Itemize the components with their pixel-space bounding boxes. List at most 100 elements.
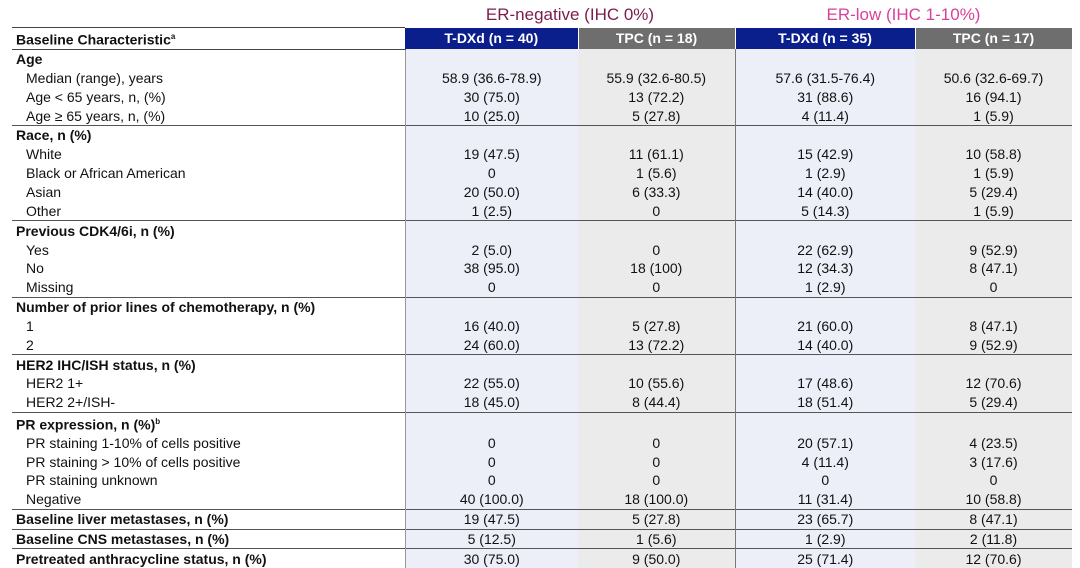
tpc-er-low-cell: 10 (58.8)	[915, 144, 1072, 164]
tdxd-er-negative-cell: 1 (2.5)	[404, 201, 578, 221]
table-row: Other 1 (2.5) 0 5 (14.3) 1 (5.9)	[12, 201, 1072, 221]
tpc-er-low-cell: 3 (17.6)	[915, 452, 1072, 472]
baseline-characteristics-table: Baseline Characteristica T-DXd (n = 40) …	[12, 27, 1073, 568]
tpc-er-negative-cell: 13 (72.2)	[578, 335, 735, 355]
tpc-er-low-cell	[915, 296, 1072, 317]
row-label-text: HER2 1+	[26, 375, 84, 392]
tdxd-er-negative-cell: 5 (12.5)	[404, 528, 578, 549]
tpc-er-low-cell: 4 (23.5)	[915, 433, 1072, 453]
tpc-er-low-cell: 8 (47.1)	[915, 316, 1072, 336]
tdxd-er-negative-cell: 22 (55.0)	[404, 374, 578, 393]
row-label-text: PR staining > 10% of cells positive	[26, 453, 241, 470]
table-row: Age < 65 years, n, (%) 30 (75.0) 13 (72.2)…	[12, 87, 1072, 107]
row-label: Negative	[12, 490, 405, 509]
tdxd-er-low-cell	[734, 125, 915, 145]
tpc-er-negative-cell	[578, 220, 735, 241]
row-label: Previous CDK4/6i, n (%)	[12, 220, 405, 241]
tpc-er-low-cell: 12 (70.6)	[915, 548, 1072, 568]
tpc-er-negative-cell: 0	[578, 277, 735, 298]
row-label: Number of prior lines of chemotherapy, n…	[12, 296, 405, 317]
row-label: Age < 65 years, n, (%)	[12, 87, 405, 106]
row-label-text: HER2 IHC/ISH status, n (%)	[16, 356, 196, 373]
tpc-er-negative-cell: 11 (61.1)	[578, 144, 735, 164]
section-row: Race, n (%)	[12, 125, 1072, 145]
section-row: Pretreated anthracycline status, n (%) 30…	[12, 548, 1072, 568]
row-label: Baseline CNS metastases, n (%)	[12, 528, 405, 549]
row-label-text: Median (range), years	[26, 69, 163, 86]
row-label-text: Age	[16, 51, 43, 68]
table-row: Missing 0 0 1 (2.9) 0	[12, 277, 1072, 298]
tpc-er-low-cell: 5 (29.4)	[915, 182, 1072, 202]
tdxd-er-low-cell: 0	[734, 471, 915, 490]
table-row: PR staining 1-10% of cells positive 0 0 20 …	[12, 433, 1072, 453]
row-label: Other	[12, 201, 405, 220]
tpc-er-low-cell: 0	[915, 277, 1072, 298]
tpc-er-negative-cell: 0	[578, 433, 735, 453]
tpc-er-negative-cell: 5 (27.8)	[578, 508, 735, 530]
row-label: Missing	[12, 278, 405, 297]
row-label-text: White	[26, 146, 62, 163]
tdxd-er-negative-cell: 30 (75.0)	[404, 87, 578, 107]
tpc-er-negative-cell	[578, 125, 735, 145]
tpc-er-low-cell: 16 (94.1)	[915, 87, 1072, 107]
tpc-er-low-cell: 50.6 (32.6-69.7)	[915, 68, 1072, 88]
section-row: Previous CDK4/6i, n (%)	[12, 220, 1072, 241]
tdxd-er-negative-cell: 58.9 (36.6-78.9)	[404, 68, 578, 88]
tpc-er-low-cell	[915, 49, 1072, 69]
table-row: Age ≥ 65 years, n, (%) 10 (25.0) 5 (27.8) 4…	[12, 106, 1072, 126]
tdxd-er-low-cell: 1 (2.9)	[734, 163, 915, 183]
table-row: No 38 (95.0) 18 (100) 12 (34.3) 8 (47.1)	[12, 258, 1072, 278]
header-baseline-characteristic: Baseline Characteristica	[12, 27, 405, 50]
row-label: Race, n (%)	[12, 125, 405, 145]
tdxd-er-low-cell: 31 (88.6)	[734, 87, 915, 107]
row-label: Yes	[12, 240, 405, 259]
tpc-er-negative-cell: 0	[578, 240, 735, 259]
tpc-er-negative-cell: 1 (5.6)	[578, 163, 735, 183]
tpc-er-negative-cell: 1 (5.6)	[578, 528, 735, 549]
row-label-text: HER2 2+/ISH-	[26, 394, 116, 411]
tdxd-er-negative-cell: 19 (47.5)	[404, 144, 578, 164]
tdxd-er-low-cell: 20 (57.1)	[734, 433, 915, 453]
tpc-er-negative-cell	[578, 296, 735, 317]
row-label-text: Baseline liver metastases, n (%)	[16, 511, 229, 528]
tdxd-er-low-cell	[734, 296, 915, 317]
tpc-er-negative-cell: 0	[578, 201, 735, 221]
header-tpc-er-low: TPC (n = 17)	[915, 27, 1073, 50]
tdxd-er-low-cell	[734, 220, 915, 241]
tpc-er-negative-cell: 0	[578, 471, 735, 490]
row-label-text: Age ≥ 65 years, n, (%)	[26, 107, 166, 124]
tdxd-er-negative-cell: 16 (40.0)	[404, 316, 578, 336]
tpc-er-low-cell: 12 (70.6)	[915, 374, 1072, 393]
table-row: White 19 (47.5) 11 (61.1) 15 (42.9) 10 (58.8…	[12, 144, 1072, 164]
row-label: No	[12, 259, 405, 278]
tdxd-er-negative-cell	[404, 411, 578, 434]
row-label-text: Other	[26, 202, 62, 219]
section-row: Baseline CNS metastases, n (%) 5 (12.5) 1 …	[12, 528, 1072, 549]
tpc-er-low-cell: 1 (5.9)	[915, 201, 1072, 221]
tpc-er-negative-cell	[578, 411, 735, 434]
row-label: PR staining 1-10% of cells positive	[12, 433, 405, 452]
table-row: PR staining unknown 0 0 0 0	[12, 471, 1072, 490]
row-label-text: PR staining unknown	[26, 472, 158, 489]
row-label-text: Asian	[26, 183, 62, 200]
tdxd-er-low-cell	[734, 49, 915, 69]
row-label-text: Yes	[26, 241, 49, 258]
tdxd-er-low-cell	[734, 411, 915, 434]
table-row: HER2 2+/ISH- 18 (45.0) 8 (44.4) 18 (51.4) 5 …	[12, 392, 1072, 413]
group-title-er-low: ER-low (IHC 1-10%)	[826, 5, 981, 24]
tpc-er-negative-cell: 18 (100.0)	[578, 489, 735, 510]
tdxd-er-negative-cell: 30 (75.0)	[404, 548, 578, 568]
tpc-er-low-cell	[915, 354, 1072, 374]
tdxd-er-negative-cell: 0	[404, 471, 578, 490]
row-label: PR staining > 10% of cells positive	[12, 452, 405, 471]
tdxd-er-negative-cell: 0	[404, 452, 578, 472]
section-row: Age	[12, 49, 1072, 69]
table-row: Yes 2 (5.0) 0 22 (62.9) 9 (52.9)	[12, 240, 1072, 259]
row-label: White	[12, 145, 405, 164]
tdxd-er-negative-cell: 38 (95.0)	[404, 258, 578, 278]
tdxd-er-low-cell: 4 (11.4)	[734, 106, 915, 126]
row-label-text: No	[26, 260, 44, 277]
tpc-er-low-cell: 1 (5.9)	[915, 163, 1072, 183]
row-label: Median (range), years	[12, 69, 405, 88]
row-label-text: Pretreated anthracycline status, n (%)	[16, 550, 267, 567]
